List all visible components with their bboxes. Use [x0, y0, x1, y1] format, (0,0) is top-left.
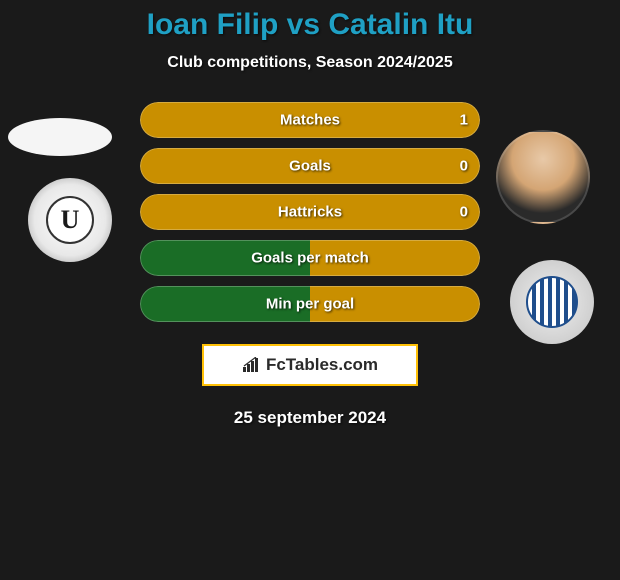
chart-icon	[242, 357, 262, 373]
stat-label: Goals per match	[251, 250, 369, 267]
date-label: 25 september 2024	[0, 408, 620, 428]
brand-pill: FcTables.com	[202, 344, 418, 386]
stat-row: Goals per match	[140, 240, 480, 276]
season-subtitle: Club competitions, Season 2024/2025	[0, 54, 620, 72]
stat-label: Matches	[280, 112, 340, 129]
stat-row: Goals 0	[140, 148, 480, 184]
stat-label: Hattricks	[278, 204, 342, 221]
stat-row: Matches 1	[140, 102, 480, 138]
club-right-badge-inner	[526, 276, 578, 328]
brand-text: FcTables.com	[266, 355, 378, 375]
stat-right-value: 0	[460, 158, 468, 175]
stat-row: Min per goal	[140, 286, 480, 322]
player-left-avatar	[8, 118, 112, 156]
stat-rows: Matches 1 Goals 0 Hattricks 0 Goals per match M…	[140, 102, 480, 322]
stat-right-value: 1	[460, 112, 468, 129]
player-right-avatar	[496, 130, 590, 224]
comparison-card: Ioan Filip vs Catalin Itu Club competiti…	[0, 0, 620, 580]
club-left-badge-letter: U	[46, 196, 94, 244]
page-title: Ioan Filip vs Catalin Itu	[0, 8, 620, 42]
club-right-badge	[510, 260, 594, 344]
club-left-badge: U	[28, 178, 112, 262]
stat-label: Goals	[289, 158, 331, 175]
stat-label: Min per goal	[266, 296, 354, 313]
stat-row: Hattricks 0	[140, 194, 480, 230]
stat-right-value: 0	[460, 204, 468, 221]
